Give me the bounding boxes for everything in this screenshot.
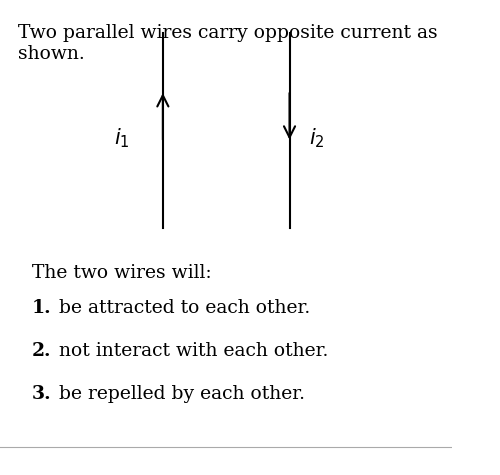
Text: $i_2$: $i_2$ [309, 126, 324, 150]
Text: 2.: 2. [32, 342, 51, 360]
Text: 3.: 3. [32, 385, 52, 403]
Text: $i_1$: $i_1$ [114, 126, 130, 150]
Text: be attracted to each other.: be attracted to each other. [59, 299, 310, 317]
Text: The two wires will:: The two wires will: [32, 264, 212, 282]
Text: be repelled by each other.: be repelled by each other. [59, 385, 305, 403]
Text: Two parallel wires carry opposite current as
shown.: Two parallel wires carry opposite curren… [18, 24, 438, 63]
Text: not interact with each other.: not interact with each other. [59, 342, 328, 360]
Text: 1.: 1. [32, 299, 52, 317]
